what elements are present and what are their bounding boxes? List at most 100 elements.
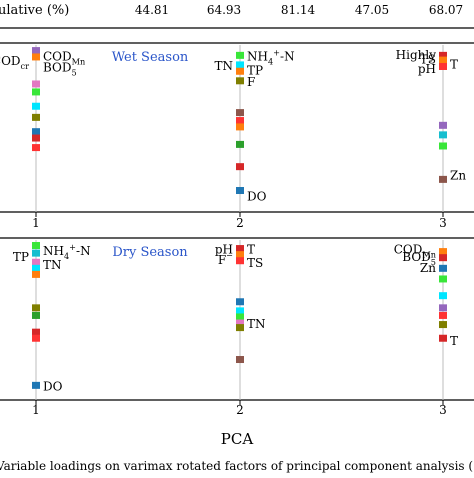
loading-point bbox=[236, 356, 244, 364]
loading-label: TN bbox=[43, 258, 62, 272]
loading-point bbox=[32, 80, 40, 88]
loading-point bbox=[32, 88, 40, 96]
loading-label: F bbox=[247, 75, 255, 89]
figure-caption: Variable loadings on varimax rotated fac… bbox=[0, 459, 473, 473]
loading-label: TP bbox=[247, 64, 263, 78]
loading-label: DO bbox=[247, 189, 267, 203]
cumulative-value: 44.81 bbox=[135, 3, 169, 17]
loading-point bbox=[32, 249, 40, 257]
loading-point bbox=[236, 117, 244, 125]
loading-point bbox=[32, 311, 40, 319]
loading-label: T bbox=[450, 334, 458, 348]
loading-label: Zn bbox=[420, 261, 436, 275]
loading-point bbox=[32, 128, 40, 136]
loading-point bbox=[236, 251, 244, 259]
loading-label: T bbox=[450, 57, 458, 71]
x-tick-label: 1 bbox=[32, 216, 40, 230]
loading-point bbox=[236, 140, 244, 148]
loading-point bbox=[32, 47, 40, 55]
loading-point bbox=[439, 62, 447, 70]
loading-label: Zn bbox=[450, 169, 466, 183]
loading-point bbox=[236, 298, 244, 306]
loading-point bbox=[236, 324, 244, 332]
loading-point bbox=[32, 270, 40, 278]
loading-point bbox=[439, 121, 447, 129]
loading-point bbox=[236, 61, 244, 69]
season-title: Wet Season bbox=[112, 50, 189, 65]
loading-point bbox=[439, 264, 447, 272]
x-axis-title: PCA bbox=[221, 430, 254, 448]
loading-point bbox=[439, 175, 447, 183]
season-title: Dry Season bbox=[112, 245, 188, 260]
loading-point bbox=[439, 51, 447, 59]
loading-point bbox=[439, 254, 447, 262]
cumulative-value: 64.93 bbox=[207, 3, 241, 17]
loading-point bbox=[236, 67, 244, 75]
loading-label: pH bbox=[215, 243, 233, 257]
loading-point bbox=[32, 328, 40, 336]
loading-label: NH4+-N bbox=[247, 47, 295, 66]
x-tick-label: 2 bbox=[236, 216, 244, 230]
loading-label: DO bbox=[43, 379, 63, 393]
x-tick-label: 3 bbox=[439, 216, 447, 230]
loading-point bbox=[236, 245, 244, 253]
loading-point bbox=[236, 307, 244, 315]
loading-point bbox=[439, 142, 447, 150]
loading-point bbox=[236, 187, 244, 195]
loading-label: TP bbox=[13, 250, 29, 264]
loading-point bbox=[439, 56, 447, 64]
loading-label: TS bbox=[420, 53, 436, 67]
loading-point bbox=[32, 258, 40, 266]
loading-label: BOD5 bbox=[402, 250, 436, 267]
x-tick-label: 2 bbox=[236, 403, 244, 417]
cumulative-row: ulative (%) 44.81 64.93 81.14 47.05 68.0… bbox=[0, 3, 474, 29]
loading-point bbox=[32, 242, 40, 250]
cumulative-value: 81.14 bbox=[281, 3, 316, 17]
loading-point bbox=[439, 334, 447, 342]
loading-point bbox=[236, 51, 244, 59]
loading-point bbox=[32, 144, 40, 152]
loading-label: F− bbox=[218, 250, 233, 267]
cumulative-value: 68.07 bbox=[429, 3, 463, 17]
loading-label: CODMn bbox=[43, 49, 86, 66]
loading-point bbox=[236, 77, 244, 85]
loading-label: TN bbox=[247, 317, 266, 331]
loading-label: CODMn bbox=[394, 243, 437, 260]
loading-point bbox=[236, 163, 244, 171]
x-tick-label: 1 bbox=[32, 403, 40, 417]
loading-point bbox=[439, 292, 447, 300]
loading-point bbox=[236, 109, 244, 117]
loading-point bbox=[32, 381, 40, 389]
loading-point bbox=[32, 334, 40, 342]
loading-label: Highly bbox=[396, 48, 437, 62]
loading-point bbox=[236, 123, 244, 131]
loading-point bbox=[236, 257, 244, 265]
loading-point bbox=[32, 264, 40, 272]
loading-label: pH bbox=[418, 62, 436, 76]
loading-point bbox=[32, 304, 40, 312]
loading-point bbox=[32, 134, 40, 142]
loading-point bbox=[439, 248, 447, 256]
cumulative-value: 47.05 bbox=[355, 3, 389, 17]
loading-point bbox=[439, 275, 447, 283]
loading-label: NH4+-N bbox=[43, 242, 91, 261]
loading-point bbox=[439, 304, 447, 312]
loading-point bbox=[32, 102, 40, 110]
loading-point bbox=[439, 321, 447, 329]
loading-point bbox=[32, 113, 40, 121]
loading-point bbox=[32, 53, 40, 61]
loading-point bbox=[236, 313, 244, 321]
loading-label: TS bbox=[247, 256, 263, 270]
loading-label: CODcr bbox=[0, 54, 29, 71]
loading-point bbox=[236, 319, 244, 327]
loading-point bbox=[439, 131, 447, 139]
loading-label: TN bbox=[214, 59, 233, 73]
loading-point bbox=[439, 311, 447, 319]
loading-label: T bbox=[247, 243, 255, 257]
x-tick-label: 3 bbox=[439, 403, 447, 417]
